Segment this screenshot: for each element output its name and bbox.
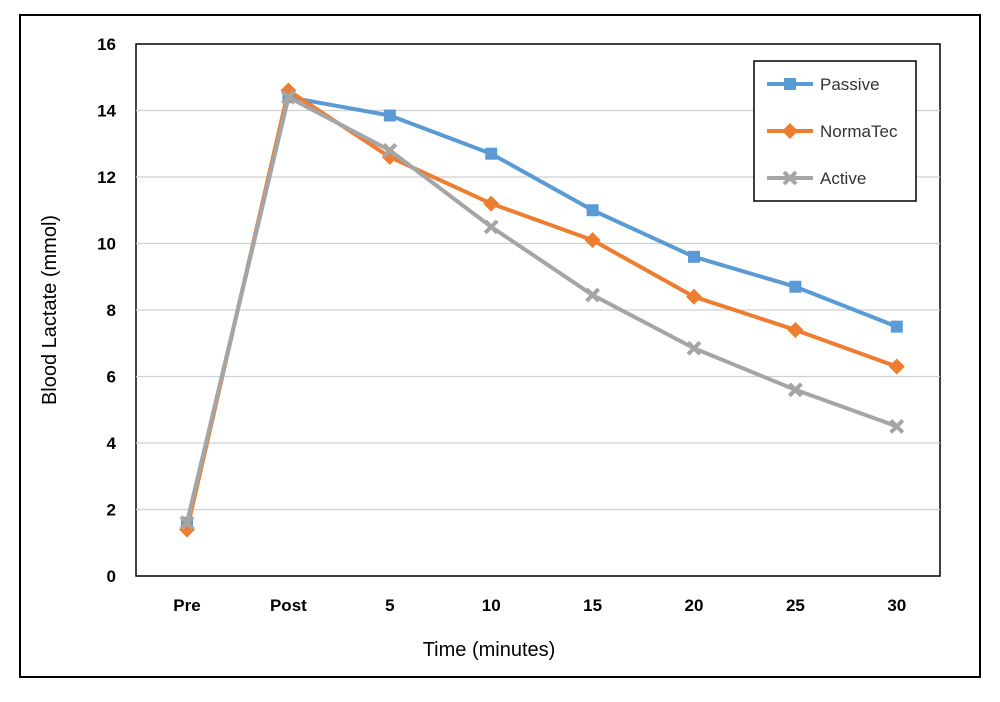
y-tick-label: 12 <box>97 168 116 187</box>
x-tick-label: 15 <box>583 596 602 615</box>
x-tick-label: Post <box>270 596 307 615</box>
data-point <box>485 147 498 160</box>
data-point <box>787 321 804 338</box>
data-point <box>382 142 398 158</box>
data-point <box>586 204 599 217</box>
x-axis-label: Time (minutes) <box>423 639 556 661</box>
legend-label: Active <box>820 169 866 188</box>
series-line <box>185 95 898 524</box>
y-tick-label: 16 <box>97 35 116 54</box>
y-axis-ticks: 0 2 4 6 8 10 12 14 16 <box>97 35 116 586</box>
y-axis-label: Blood Lactate (mmol) <box>39 215 61 405</box>
data-point <box>584 232 601 249</box>
x-tick-label: 5 <box>385 596 394 615</box>
x-tick-label: 20 <box>685 596 704 615</box>
legend-marker <box>782 123 798 139</box>
legend-entry: NormaTec <box>767 122 898 141</box>
data-point <box>787 382 803 398</box>
legend-entry: Active <box>767 169 866 188</box>
legend-label: Passive <box>820 75 880 94</box>
legend: Passive NormaTec Active <box>753 60 917 202</box>
data-point <box>889 418 905 434</box>
legend-entry: Passive <box>767 75 880 94</box>
data-point <box>789 280 802 293</box>
data-point <box>483 195 500 212</box>
series-active <box>179 89 905 531</box>
data-point <box>483 219 499 235</box>
series-line <box>185 88 898 530</box>
data-point <box>280 89 296 105</box>
data-point <box>890 320 903 333</box>
data-point <box>585 287 601 303</box>
x-tick-label: 10 <box>482 596 501 615</box>
x-tick-label: 30 <box>887 596 906 615</box>
data-point <box>686 340 702 356</box>
x-tick-label: Pre <box>173 596 200 615</box>
y-tick-label: 6 <box>107 368 116 387</box>
y-tick-label: 4 <box>107 434 117 453</box>
y-tick-label: 14 <box>97 102 116 121</box>
data-point <box>179 515 195 531</box>
legend-label: NormaTec <box>820 122 898 141</box>
data-point <box>888 358 905 375</box>
x-axis-ticks: Pre Post 5 10 15 20 25 30 <box>173 596 906 615</box>
y-tick-label: 2 <box>107 501 116 520</box>
y-tick-label: 10 <box>97 235 116 254</box>
data-point <box>383 109 396 122</box>
series-group <box>179 82 905 538</box>
y-tick-label: 0 <box>107 567 116 586</box>
legend-marker <box>782 170 798 186</box>
y-tick-label: 8 <box>107 301 116 320</box>
data-point <box>686 288 702 305</box>
x-tick-label: 25 <box>786 596 805 615</box>
data-point <box>688 250 700 263</box>
legend-marker <box>784 78 796 90</box>
